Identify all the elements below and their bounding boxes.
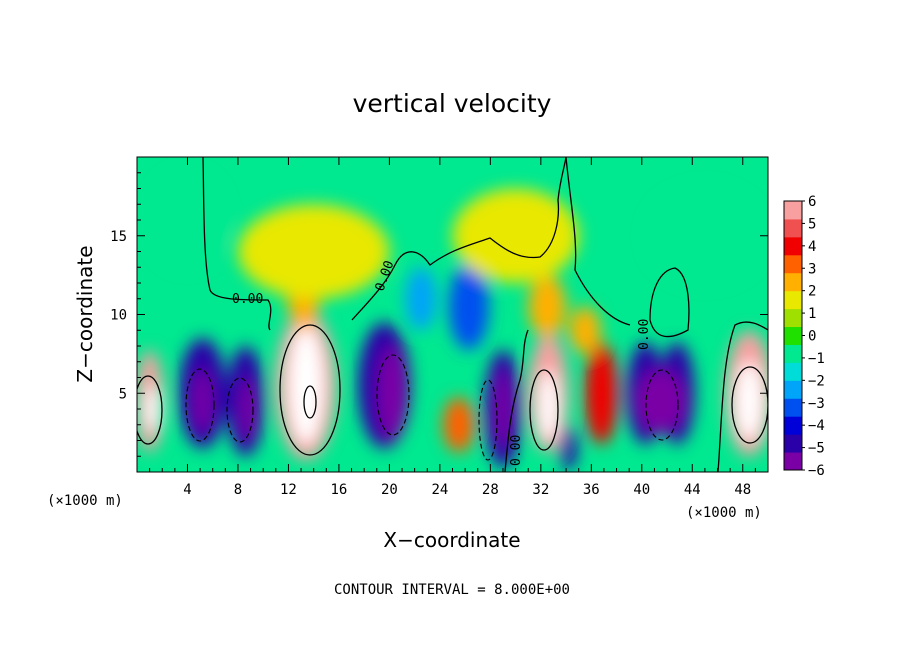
x-tick-label: 48 [734, 482, 751, 498]
colorbar-swatch [784, 218, 802, 238]
velocity-cell [144, 385, 160, 433]
contour-label: 0.00 [509, 435, 524, 466]
solid-contour-updraft-3 [731, 366, 768, 444]
zero-contour-bottom [504, 329, 529, 472]
velocity-cell [569, 306, 601, 354]
colorbar: 6 5 4 3 2 1 0 −1 −2 −3 −4 −5 −6 [783, 194, 825, 479]
dashed-contour-downdraft-3 [376, 354, 410, 436]
colorbar-tick-label: 2 [808, 284, 816, 300]
x-tick-label: 4 [183, 482, 191, 498]
contour-label: 0.00 [637, 319, 652, 350]
x-axis: 4 8 12 16 20 24 28 32 36 40 44 48 [149, 157, 756, 498]
colorbar-swatch [784, 308, 802, 328]
solid-contour-updraft-1 [279, 324, 341, 456]
x-tick-label: 20 [381, 482, 398, 498]
colorbar-tick-label: −5 [808, 441, 825, 457]
colorbar-swatch [784, 398, 802, 417]
colorbar-swatch [784, 272, 802, 292]
dashed-contours [185, 354, 679, 461]
velocity-cell [193, 369, 212, 433]
colorbar-swatch [784, 452, 802, 471]
dashed-contour-downdraft-5 [645, 369, 679, 441]
zero-contour-right [565, 157, 631, 326]
x-tick-label: 12 [280, 482, 297, 498]
y-axis-title: Z−coordinate [73, 245, 97, 382]
velocity-cell [240, 377, 256, 441]
x-tick-label: 44 [684, 482, 701, 498]
contour-lines [137, 157, 768, 472]
velocity-cell [405, 267, 437, 331]
colorbar-tick-label: −2 [808, 373, 825, 389]
y-tick-label: 15 [110, 229, 127, 245]
colorbar-swatch [784, 380, 802, 399]
solid-contour-updraft-1-inner [303, 385, 317, 419]
colorbar-swatch [784, 236, 802, 256]
colorbar-swatch [784, 416, 802, 435]
velocity-cell [237, 204, 390, 299]
colorbar-tick-label: 5 [808, 216, 816, 232]
x-tick-label: 16 [330, 482, 347, 498]
colorbar-tick-label: 3 [808, 261, 816, 277]
velocity-cell [538, 370, 559, 442]
contour-interval-note: CONTOUR INTERVAL = 8.000E+00 [334, 582, 570, 598]
dashed-contour-downdraft-4 [478, 379, 498, 461]
colorbar-tick-label: −1 [808, 351, 825, 367]
velocity-cell [288, 326, 324, 445]
zero-contour-middle [351, 157, 567, 321]
zero-contour-left [202, 157, 272, 331]
plot-area [137, 157, 768, 472]
velocity-cell [635, 369, 686, 433]
y-tick-label: 5 [119, 386, 127, 402]
colorbar-swatch [784, 362, 802, 381]
velocity-cell [494, 369, 512, 449]
velocity-cell [452, 188, 579, 283]
velocity-cell [735, 361, 763, 441]
velocity-cell [443, 397, 475, 453]
colorbar-tick-label: 6 [808, 194, 816, 210]
y-axis: 5 10 15 [110, 172, 768, 457]
x-tick-label: 40 [633, 482, 650, 498]
x-tick-label: 8 [234, 482, 242, 498]
velocity-cell [648, 188, 762, 283]
contour-label: 0.00 [232, 292, 263, 307]
colorbar-tick-label: −4 [808, 418, 825, 434]
colorbar-swatch [784, 290, 802, 310]
colorbar-swatch [784, 254, 802, 274]
x-tick-label: 36 [583, 482, 600, 498]
colorbar-tick-label: 4 [808, 239, 816, 255]
colorbar-tick-label: −6 [808, 463, 825, 479]
x-tick-label: 32 [532, 482, 549, 498]
colorbar-swatch [784, 326, 802, 345]
x-tick-label: 28 [482, 482, 499, 498]
chart-title: vertical velocity [353, 89, 552, 118]
colorbar-tick-label: −3 [808, 396, 825, 412]
solid-contour-updraft-2 [529, 369, 559, 451]
dashed-contour-downdraft-1 [185, 368, 215, 442]
zero-contour-far-right [717, 321, 768, 472]
colorbar-tick-label: 1 [808, 306, 816, 322]
x-axis-unit-right: (×1000 m) [686, 505, 762, 521]
colorbar-swatch [784, 434, 802, 453]
colorbar-tick-label: 0 [808, 329, 816, 345]
colorbar-swatch [784, 344, 802, 363]
velocity-cell [560, 426, 577, 471]
velocity-cell [378, 346, 406, 441]
velocity-cell [149, 172, 226, 268]
dashed-contour-downdraft-2 [226, 377, 254, 443]
velocity-cell [528, 275, 567, 339]
velocity-field [137, 172, 768, 471]
y-tick-label: 10 [110, 308, 127, 324]
velocity-cell [448, 263, 490, 350]
x-axis-unit-left: (×1000 m) [47, 493, 123, 509]
colorbar-swatch [784, 201, 802, 220]
velocity-cell [585, 342, 618, 445]
zero-contour-upper-right [649, 267, 690, 338]
x-tick-label: 24 [431, 482, 448, 498]
solid-contour-updraft-left [137, 375, 163, 445]
x-axis-title: X−coordinate [383, 528, 520, 552]
